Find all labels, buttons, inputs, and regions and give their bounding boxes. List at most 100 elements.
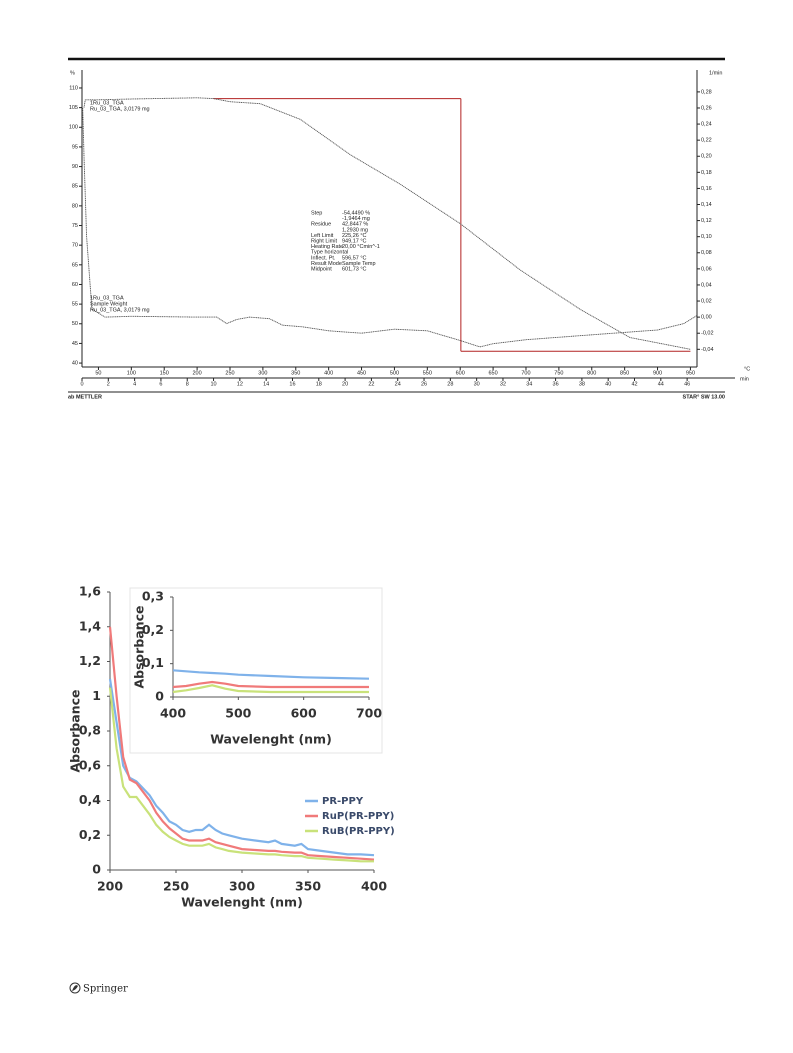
y2-tick-label: 0,08 <box>701 250 712 256</box>
x-tick-label: 600 <box>291 706 317 721</box>
y-tick-label: 0,8 <box>79 723 101 738</box>
x2-unit: min <box>740 376 749 382</box>
x-tick-label: 700 <box>521 370 530 376</box>
annotation-key: Result Mode <box>311 261 342 267</box>
x-tick-label: 200 <box>97 879 123 894</box>
y-tick-label: 0,2 <box>142 622 164 637</box>
annotation-value: 949,17 °C <box>342 238 367 244</box>
y-tick-label: 55 <box>72 302 78 308</box>
y-tick-label: 90 <box>72 164 78 170</box>
annotation-value: Type horizontal <box>311 250 348 256</box>
y2-tick-label: 0,16 <box>701 186 712 192</box>
y2-unit: 1/min <box>709 70 722 76</box>
x-tick-label: 250 <box>163 879 189 894</box>
series-line <box>108 687 374 863</box>
footer-left: ab METTLER <box>68 394 102 400</box>
y-tick-label: 100 <box>69 125 78 131</box>
x-tick-label: 700 <box>356 706 382 721</box>
y2-tick-label: 0,20 <box>701 154 712 160</box>
series-line <box>83 97 691 350</box>
x-tick-label: 350 <box>295 879 321 894</box>
x-tick-label: 850 <box>620 370 629 376</box>
y-tick-label: 1 <box>92 688 101 703</box>
x-tick-label: 950 <box>686 370 695 376</box>
annotation-value: 225,26 °C <box>342 233 367 239</box>
x-tick-label: 300 <box>258 370 267 376</box>
x2-tick-label: 18 <box>316 381 322 387</box>
x-tick-label: 250 <box>225 370 234 376</box>
y-tick-label: 0,4 <box>79 792 101 807</box>
series-line <box>82 107 698 348</box>
legend-label: RuP(PR-PPY) <box>322 811 394 822</box>
x-tick-label: 600 <box>456 370 465 376</box>
x-axis-label: Wavelenght (nm) <box>181 895 303 910</box>
y-tick-label: 70 <box>72 243 78 249</box>
annotation-key: Right Limit <box>311 238 337 244</box>
x-axis-label: Wavelenght (nm) <box>210 732 332 747</box>
y-tick-label: 105 <box>69 105 78 111</box>
series-line <box>172 669 370 680</box>
x-tick-label: 500 <box>225 706 251 721</box>
x2-tick-label: 0 <box>80 381 83 387</box>
annotation-value: 1,2930 mg <box>342 227 368 233</box>
y-tick-label: 0,2 <box>79 827 101 842</box>
x2-tick-label: 10 <box>210 381 216 387</box>
y-tick-label: 0,3 <box>142 589 164 604</box>
x2-tick-label: 40 <box>605 381 611 387</box>
x2-tick-label: 36 <box>553 381 559 387</box>
annotation-value: 42,8447 % <box>342 222 368 228</box>
annotation-value: -1,9464 mg <box>342 216 370 222</box>
y2-tick-label: -0,04 <box>701 347 714 353</box>
y-tick-label: 0,1 <box>142 655 164 670</box>
y-tick-label: 1,2 <box>79 653 101 668</box>
x-tick-label: 200 <box>193 370 202 376</box>
x2-tick-label: 2 <box>107 381 110 387</box>
y2-tick-label: 0,04 <box>701 282 712 288</box>
x2-tick-label: 46 <box>684 381 690 387</box>
y-tick-label: 0 <box>92 862 101 877</box>
x-tick-label: 900 <box>653 370 662 376</box>
x2-tick-label: 30 <box>474 381 480 387</box>
annotation-value: 596,57 °C <box>342 255 367 261</box>
x2-tick-label: 26 <box>421 381 427 387</box>
y2-tick-label: 0,24 <box>701 122 712 128</box>
x2-tick-label: 42 <box>631 381 637 387</box>
x2-tick-label: 20 <box>342 381 348 387</box>
annotation-key: Residue <box>311 222 331 228</box>
x2-tick-label: 24 <box>395 381 401 387</box>
y-tick-label: 1,6 <box>79 584 101 599</box>
x-tick-label: 400 <box>160 706 186 721</box>
y2-tick-label: 0,12 <box>701 218 712 224</box>
x2-tick-label: 32 <box>500 381 506 387</box>
y-tick-label: 80 <box>72 203 78 209</box>
y2-tick-label: 0,28 <box>701 89 712 95</box>
y-tick-label: 45 <box>72 341 78 347</box>
chart: 404550556065707580859095100105110-0,04-0… <box>68 70 750 400</box>
y-tick-label: 0,6 <box>79 757 101 772</box>
x-tick-label: 100 <box>127 370 136 376</box>
y-tick-label: 0 <box>155 689 164 704</box>
x2-tick-label: 4 <box>133 381 136 387</box>
annotation-line: 1Ru_03_TGA <box>90 100 124 106</box>
y2-tick-label: -0,02 <box>701 331 714 337</box>
annotation-line: Ru_03_TGA, 3,0179 mg <box>90 307 150 313</box>
x-tick-label: 750 <box>554 370 563 376</box>
x-tick-label: 150 <box>160 370 169 376</box>
x-tick-label: 400 <box>324 370 333 376</box>
annotation-value: -54,4490 % <box>342 210 370 216</box>
x2-tick-label: 14 <box>263 381 269 387</box>
y2-tick-label: 0,22 <box>701 138 712 144</box>
x2-tick-label: 12 <box>237 381 243 387</box>
x-tick-label: 450 <box>357 370 366 376</box>
legend-label: PR-PPY <box>322 796 364 807</box>
x-tick-label: 500 <box>390 370 399 376</box>
y-unit: % <box>70 70 75 76</box>
x2-tick-label: 28 <box>447 381 453 387</box>
annotation-key: Left Limit <box>311 233 334 239</box>
x2-tick-label: 34 <box>526 381 532 387</box>
springer-logo <box>69 982 81 994</box>
series-line <box>172 680 369 689</box>
y-tick-label: 75 <box>72 223 78 229</box>
x2-tick-label: 16 <box>289 381 295 387</box>
